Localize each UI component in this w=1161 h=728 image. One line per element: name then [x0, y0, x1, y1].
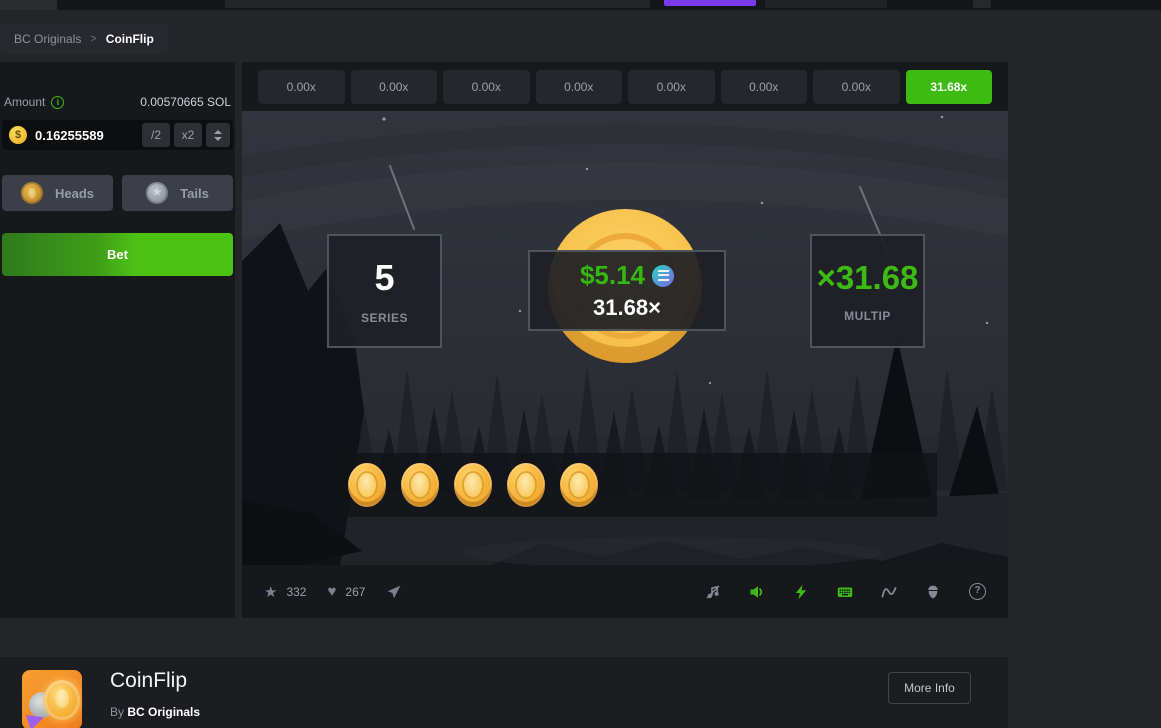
sound-icon[interactable] [749, 584, 765, 600]
game-area: 0.00x 0.00x 0.00x 0.00x 0.00x 0.00x 0.00x 31.68… [242, 62, 1008, 618]
tails-label: Tails [180, 185, 209, 201]
multiplier-value: ×31.68 [816, 259, 919, 296]
result-coin [507, 463, 545, 507]
heads-coin-icon [20, 182, 43, 204]
live-stats-icon[interactable] [881, 584, 897, 600]
stepper-down-icon[interactable] [214, 136, 222, 141]
topbar-fragment [225, 0, 650, 8]
topbar-fragment [973, 0, 991, 8]
topbar-fragment [0, 0, 57, 10]
multiplier-chip: 0.00x [813, 70, 900, 104]
result-coin [560, 463, 598, 507]
topbar-fragment [765, 0, 887, 8]
turbo-icon[interactable] [793, 584, 809, 600]
by-label: By [110, 705, 125, 719]
provider-name[interactable]: BC Originals [127, 705, 201, 719]
tails-coin-icon: ★ [146, 182, 169, 204]
amount-stepper[interactable] [206, 123, 230, 147]
more-info-button[interactable]: More Info [888, 672, 971, 704]
tails-button[interactable]: ★ Tails [122, 175, 233, 211]
coinflip-thumbnail [22, 670, 82, 728]
game-scene: 5 SERIES $5.14 31.68× ×31.68 MULTIP [242, 111, 1008, 565]
result-coin [348, 463, 386, 507]
breadcrumb-parent-link[interactable]: BC Originals [14, 32, 82, 46]
amount-label: Amount [4, 95, 46, 109]
top-navigation-bar [0, 0, 1161, 10]
help-icon[interactable]: ? [969, 583, 986, 600]
multiplier-chip: 0.00x [535, 70, 622, 104]
multiplier-chip: 0.00x [443, 70, 530, 104]
series-panel: 5 SERIES [327, 234, 442, 348]
game-info-panel: CoinFlip By BC Originals More Info [0, 657, 1008, 728]
side-choice-row: Heads ★ Tails [2, 175, 233, 211]
breadcrumb-row: BC Originals > CoinFlip [0, 10, 1161, 62]
topbar-active-tab-indicator[interactable] [664, 0, 756, 6]
game-provider-line: By BC Originals [110, 705, 200, 719]
heads-button[interactable]: Heads [2, 175, 113, 211]
payout-multiplier: 31.68× [593, 295, 661, 320]
hotkeys-icon[interactable] [837, 584, 853, 600]
amount-row: Amount i 0.00570665 SOL [2, 94, 233, 110]
currency-coin-icon: $ [9, 126, 27, 144]
wallet-balance: 0.00570665 SOL [140, 95, 231, 109]
game-title: CoinFlip [110, 669, 188, 692]
double-bet-button[interactable]: x2 [174, 123, 202, 147]
breadcrumb-current: CoinFlip [105, 32, 154, 46]
music-off-icon[interactable] [705, 584, 721, 600]
heart-icon[interactable]: ♥ [327, 583, 337, 600]
multiplier-chip: 0.00x [350, 70, 437, 104]
breadcrumb-separator: > [90, 33, 97, 45]
payout-panel: $5.14 31.68× [528, 250, 726, 331]
breadcrumb: BC Originals > CoinFlip [0, 24, 168, 54]
stepper-up-icon[interactable] [214, 129, 222, 134]
info-icon[interactable]: i [51, 95, 65, 109]
bet-button[interactable]: Bet [2, 233, 233, 276]
favorites-count: 332 [286, 584, 307, 599]
multiplier-chip: 0.00x [258, 70, 345, 104]
main-content: Amount i 0.00570665 SOL $ /2 x2 Heads ★ … [0, 62, 1161, 618]
star-icon[interactable]: ★ [264, 583, 278, 601]
fairness-seed-icon[interactable] [925, 584, 941, 600]
bet-amount-field: $ /2 x2 [2, 120, 233, 150]
multiplier-panel: ×31.68 MULTIP [810, 234, 925, 348]
solana-icon [652, 264, 675, 287]
half-bet-button[interactable]: /2 [142, 123, 170, 147]
result-coin [401, 463, 439, 507]
multiplier-chips-row: 0.00x 0.00x 0.00x 0.00x 0.00x 0.00x 0.00x 31.68… [242, 62, 1008, 111]
heads-label: Heads [54, 185, 95, 201]
multiplier-chip: 31.68x [905, 70, 992, 104]
multiplier-chip: 0.00x [628, 70, 715, 104]
game-toolbar: ★ 332 ♥ 267 [242, 565, 1008, 618]
result-coin [454, 463, 492, 507]
multiplier-chip: 0.00x [720, 70, 807, 104]
result-coins-row [328, 453, 937, 517]
bet-sidebar: Amount i 0.00570665 SOL $ /2 x2 Heads ★ … [0, 62, 235, 618]
likes-count: 267 [345, 584, 366, 599]
payout-amount: $5.14 [579, 260, 646, 290]
share-icon[interactable] [386, 584, 402, 600]
series-value: 5 [374, 257, 395, 298]
multiplier-label: MULTIP [844, 309, 891, 323]
bet-amount-input[interactable] [35, 127, 138, 143]
series-label: SERIES [360, 311, 408, 325]
